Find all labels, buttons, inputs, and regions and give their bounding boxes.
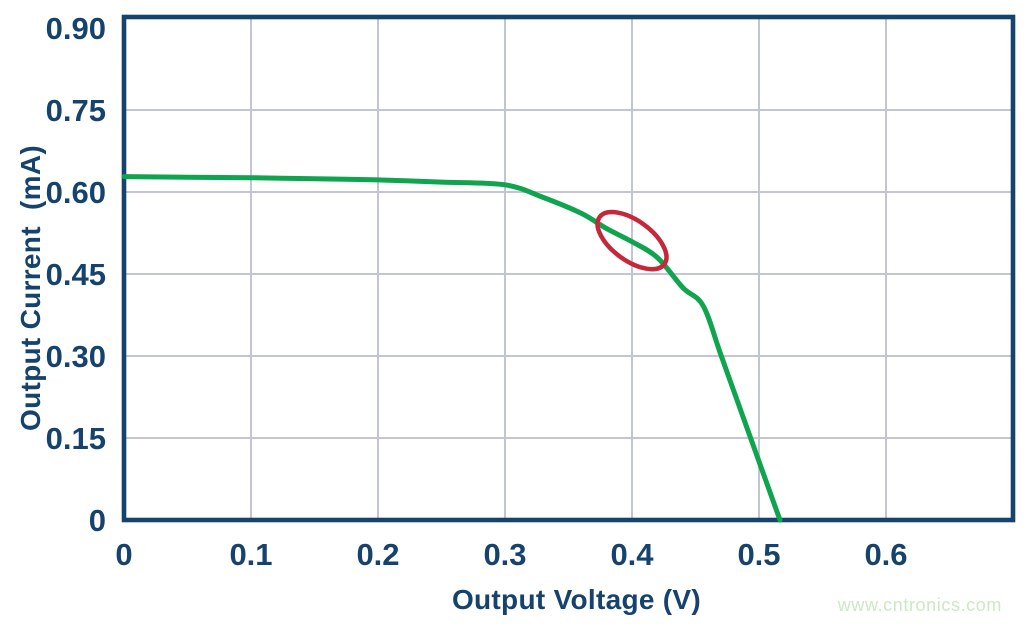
y-tick-label: 0.90 — [46, 11, 106, 46]
x-tick-label: 0 — [115, 537, 132, 572]
x-tick-label: 0.5 — [737, 537, 780, 572]
x-tick-label: 0.3 — [483, 537, 526, 572]
y-tick-label: 0.75 — [46, 93, 106, 128]
x-tick-label: 0.1 — [229, 537, 272, 572]
y-tick-label: 0.60 — [46, 175, 106, 210]
y-tick-label: 0.15 — [46, 421, 106, 456]
y-tick-label: 0 — [89, 503, 106, 538]
y-axis-title: Output Current (mA) — [15, 145, 46, 431]
iv-curve — [121, 174, 783, 523]
x-tick-label: 0.4 — [610, 537, 654, 572]
x-axis-title: Output Voltage (V) — [451, 584, 702, 615]
max-power-point-highlight — [595, 209, 669, 272]
x-tick-label: 0.6 — [864, 537, 907, 572]
y-tick-label: 0.30 — [46, 339, 106, 374]
plot-border — [121, 14, 1016, 523]
watermark-text: www.cntronics.com — [837, 595, 1002, 615]
y-tick-label: 0.45 — [46, 257, 106, 292]
x-tick-label: 0.2 — [356, 537, 399, 572]
